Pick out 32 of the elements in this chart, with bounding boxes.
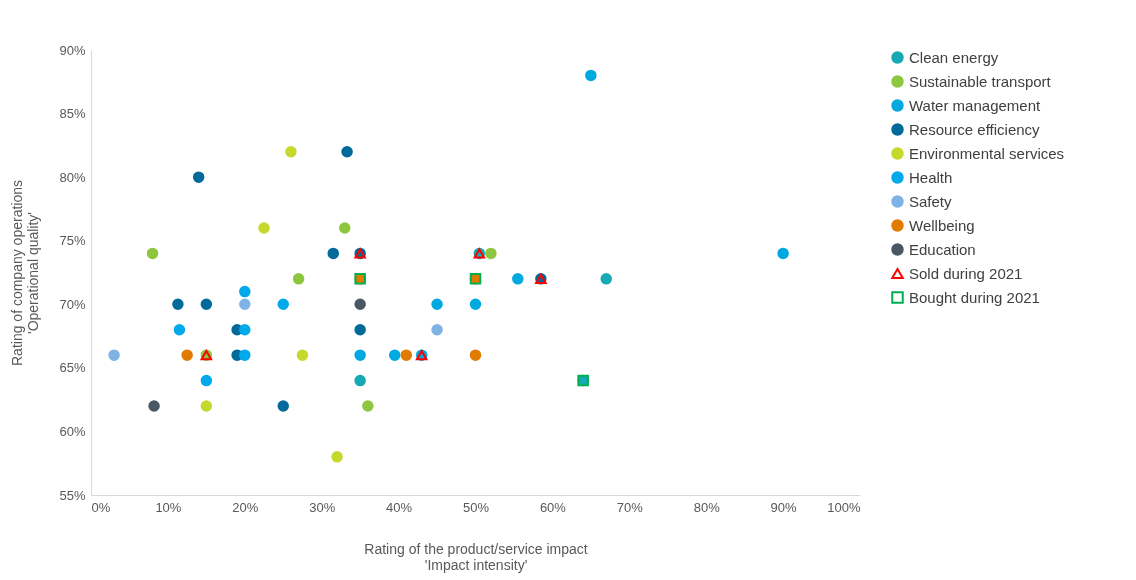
legend-label: Clean energy [909,48,999,66]
legend-label: Sustainable transport [909,72,1052,90]
legend-label: Safety [909,192,953,210]
legend-label: Education [909,240,976,258]
y-tick-label: 65% [59,360,86,376]
legend-label: Resource efficiency [909,120,1041,138]
legend-label: Environmental services [909,144,1065,162]
y-tick-label: 60% [59,423,86,439]
x-tick-label: 30% [309,499,336,515]
y-tick-label: 85% [59,106,86,122]
x-axis-title: Rating of the product/service impact 'Impact intensity' [364,540,588,573]
y-tick-label: 80% [59,169,86,185]
x-tick-label: 70% [616,499,644,515]
x-tick-label: 80% [693,499,721,515]
legend-label: Health [909,168,953,186]
legend-label: Water management [909,96,1041,114]
legend-label: Wellbeing [909,216,975,234]
x-tick-label: 20% [232,499,259,515]
y-tick-label: 90% [59,42,86,58]
x-tick-label: 10% [155,499,182,515]
y-tick-label: 55% [59,487,86,503]
y-tick-label: 70% [59,296,86,312]
x-tick-label: 100% [827,499,861,515]
x-tick-label: 0% [91,499,111,515]
legend-label: Sold during 2021 [909,264,1023,282]
x-tick-label: 60% [539,499,567,515]
x-tick-label: 90% [770,499,798,515]
x-tick-label: 50% [462,499,490,515]
legend-label: Bought during 2021 [909,288,1040,306]
y-tick-label: 75% [59,233,86,249]
x-tick-label: 40% [386,499,413,515]
y-axis-title: Rating of company operations 'Operational quality' [9,180,42,366]
